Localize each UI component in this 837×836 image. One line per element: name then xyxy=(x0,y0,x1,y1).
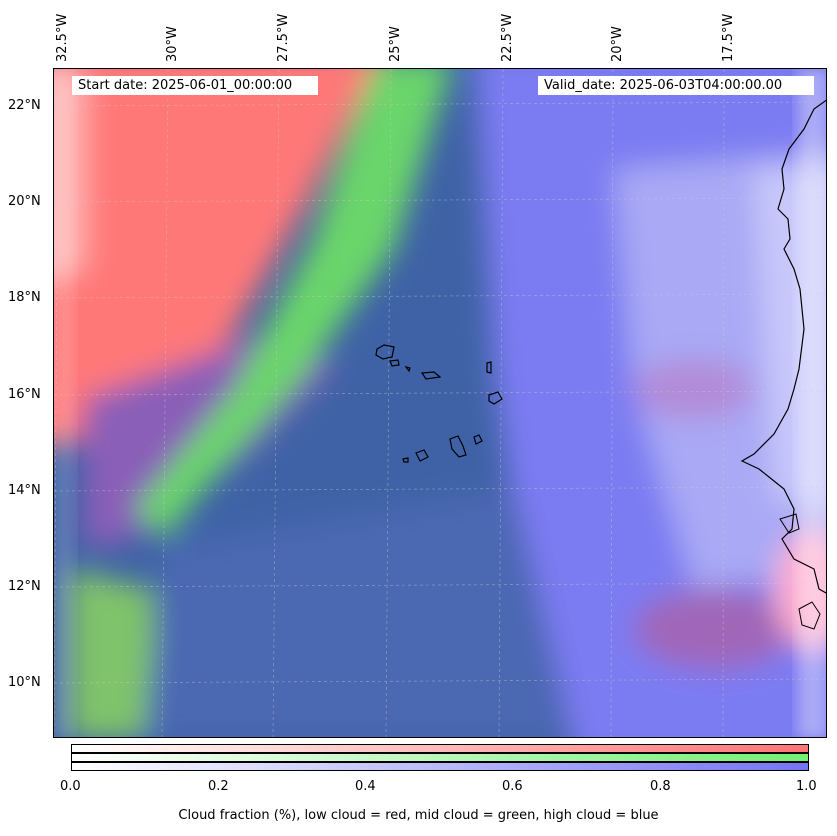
bijagos-islands xyxy=(798,601,821,630)
lon-label-17-5w: 17.5°W xyxy=(721,13,736,62)
lat-label-12n: 12°N xyxy=(8,579,41,594)
island-sal xyxy=(486,361,492,374)
colorbar-caption: Cloud fraction (%), low cloud = red, mid… xyxy=(178,808,659,823)
low-cloud-region xyxy=(54,69,374,444)
island-santa-luzia xyxy=(404,366,411,373)
map-canvas xyxy=(54,69,826,737)
island-santo-antao xyxy=(375,344,395,360)
colorbar-high-cloud xyxy=(71,762,809,771)
island-boa-vista xyxy=(488,391,503,405)
island-santiago xyxy=(449,435,467,458)
colorbar-tick-0: 0.0 xyxy=(60,779,81,794)
island-sao-nicolau xyxy=(420,371,442,380)
gambia-coast xyxy=(779,513,800,534)
island-sao-vicente xyxy=(389,359,400,367)
west-edge-veil xyxy=(54,69,74,737)
valid-date-label: Valid_date: 2025-06-03T04:00:00.00 xyxy=(538,76,814,95)
lon-label-30w: 30°W xyxy=(165,26,180,62)
mixed-cloud-patch-southeast xyxy=(634,589,794,669)
colorbar-tick-5: 1.0 xyxy=(796,779,817,794)
colorbar-mid-cloud xyxy=(71,753,809,762)
lat-label-10n: 10°N xyxy=(8,675,41,690)
colorbar-tick-2: 0.4 xyxy=(355,779,376,794)
lat-label-18n: 18°N xyxy=(8,290,41,305)
east-edge-veil xyxy=(798,69,826,737)
colorbar-low-cloud xyxy=(71,744,809,753)
mixed-cloud-patch-east xyxy=(634,359,754,419)
lon-label-27-5w: 27.5°W xyxy=(276,13,291,62)
mid-cloud-west-edge xyxy=(69,569,154,737)
colorbar-tick-1: 0.2 xyxy=(208,779,229,794)
start-date-label: Start date: 2025-06-01_00:00:00 xyxy=(72,76,318,95)
lon-label-32-5w: 32.5°W xyxy=(55,13,70,62)
lon-label-20w: 20°W xyxy=(610,26,625,62)
cape-verde-islands xyxy=(375,344,503,463)
island-brava xyxy=(402,457,409,463)
graticule xyxy=(54,69,826,737)
cloud-fraction-map xyxy=(53,68,827,738)
colorbar-tick-3: 0.6 xyxy=(502,779,523,794)
colorbar-tick-4: 0.8 xyxy=(650,779,671,794)
lat-label-20n: 20°N xyxy=(8,194,41,209)
island-maio xyxy=(473,434,483,445)
lon-label-25w: 25°W xyxy=(388,26,403,62)
lon-label-22-5w: 22.5°W xyxy=(500,13,515,62)
ocean-lower-region xyxy=(144,489,574,737)
island-fogo xyxy=(415,449,429,462)
lat-label-14n: 14°N xyxy=(8,483,41,498)
colorbar xyxy=(71,744,809,771)
lat-label-16n: 16°N xyxy=(8,387,41,402)
lat-label-22n: 22°N xyxy=(8,98,41,113)
mid-cloud-band xyxy=(134,69,451,539)
